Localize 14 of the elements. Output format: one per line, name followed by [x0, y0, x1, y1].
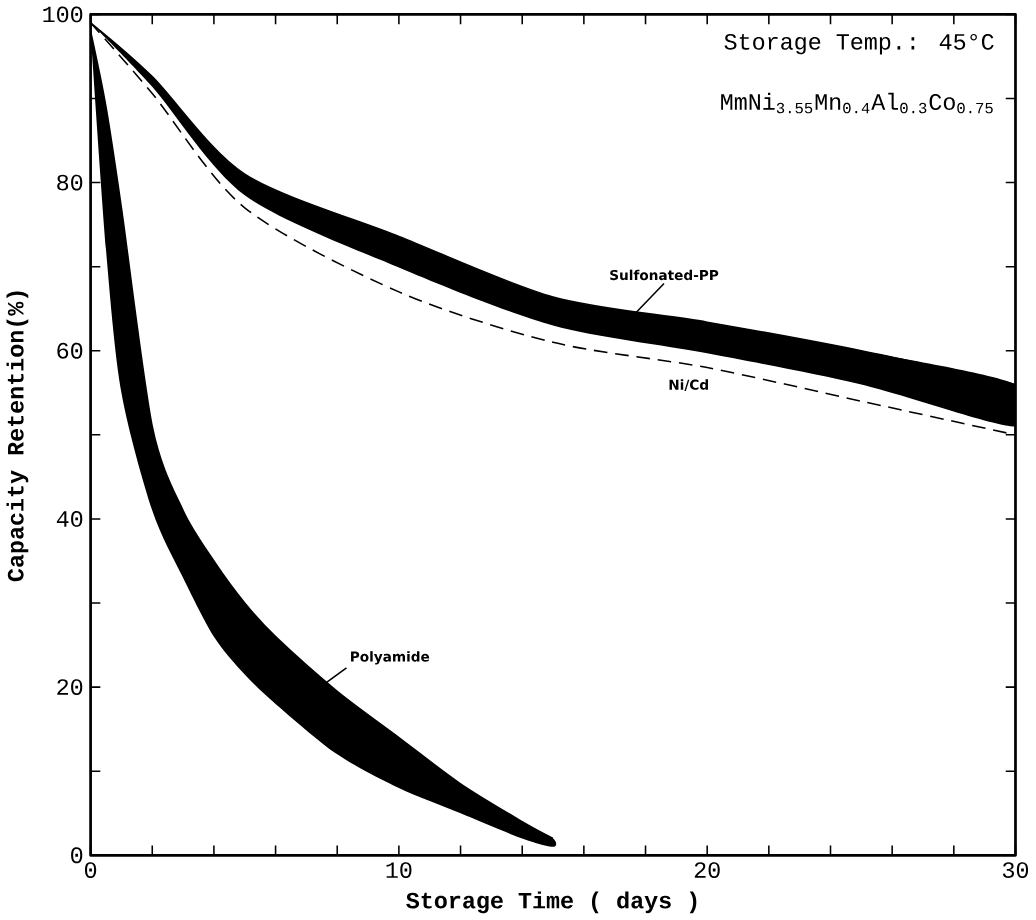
y-tick-label: 0: [71, 847, 83, 864]
annotation: Storage Temp.: 45°C: [724, 34, 994, 55]
annotation: MmNi$_{3.55}$Mn$_{0.4}$Al$_{0.3}$Co$_{0.75}$: [721, 92, 993, 114]
y-tick-label: 60: [57, 342, 83, 359]
y-tick-label: 20: [57, 679, 83, 696]
x-axis-title: Storage Time ( days ): [406, 891, 697, 914]
x-tick-label: 20: [694, 862, 720, 879]
x-tick-label: 10: [386, 862, 412, 879]
y-tick-label: 100: [43, 6, 83, 23]
y-tick-label: 40: [56, 511, 83, 527]
x-tick-label: 30: [1002, 862, 1029, 879]
y-tick-label: 80: [57, 174, 83, 191]
y-axis-title: Capacity Retention(%): [6, 291, 29, 582]
x-tick-label: 0: [84, 862, 97, 879]
